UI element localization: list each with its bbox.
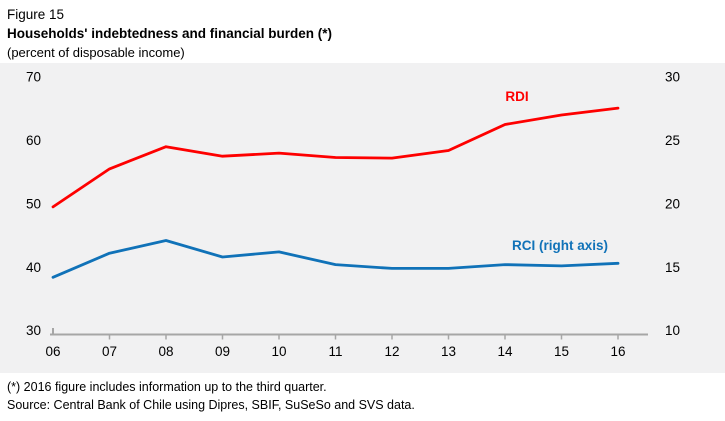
rci-line [51, 239, 620, 279]
x-axis-tick-label: 06 [45, 344, 60, 359]
figure-label: Figure 15 [7, 7, 65, 22]
footnote-note: (*) 2016 figure includes information up … [7, 380, 327, 394]
left-axis-tick-label: 60 [26, 133, 41, 148]
footnote-source: Source: Central Bank of Chile using Dipr… [7, 398, 415, 412]
figure-subtitle: (percent of disposable income) [7, 45, 185, 60]
x-axis-tick-label: 10 [271, 344, 286, 359]
x-axis-tick-label: 09 [215, 344, 230, 359]
left-axis-tick-label: 40 [26, 260, 41, 275]
left-axis-tick-label: 50 [26, 196, 41, 211]
x-axis-tick-label: 07 [102, 344, 117, 359]
right-axis-tick-label: 20 [665, 196, 680, 211]
rci-label: RCI (right axis) [512, 238, 608, 253]
figure-header: Figure 15 Households' indebtedness and f… [7, 5, 332, 62]
right-axis-tick-label: 10 [665, 323, 680, 338]
x-axis-tick-label: 08 [158, 344, 173, 359]
chart-panel: 06 07 08 09 10 11 12 13 14 15 16 30 40 50 60 70 10 15 20 25… [0, 63, 725, 373]
right-axis-tick-label: 15 [665, 260, 680, 275]
x-axis-tick-label: 15 [554, 344, 569, 359]
x-axis-tick-label: 14 [497, 344, 513, 359]
footnotes: (*) 2016 figure includes information up … [7, 378, 415, 414]
x-axis-tick-label: 16 [610, 344, 625, 359]
rdi-line [51, 106, 620, 209]
right-axis-tick-label: 30 [665, 70, 680, 85]
line-chart: 06 07 08 09 10 11 12 13 14 15 16 30 40 50 60 70 10 15 20 25… [26, 70, 680, 359]
left-axis-tick-label: 30 [26, 323, 41, 338]
x-axis-tick-label: 11 [328, 344, 342, 359]
rdi-label: RDI [505, 89, 528, 104]
x-axis-tick-label: 12 [384, 344, 399, 359]
right-axis-tick-label: 25 [665, 133, 680, 148]
x-axis-tick-label: 13 [441, 344, 456, 359]
left-axis-tick-label: 70 [26, 70, 41, 85]
figure-title: Households' indebtedness and financial b… [7, 26, 332, 41]
